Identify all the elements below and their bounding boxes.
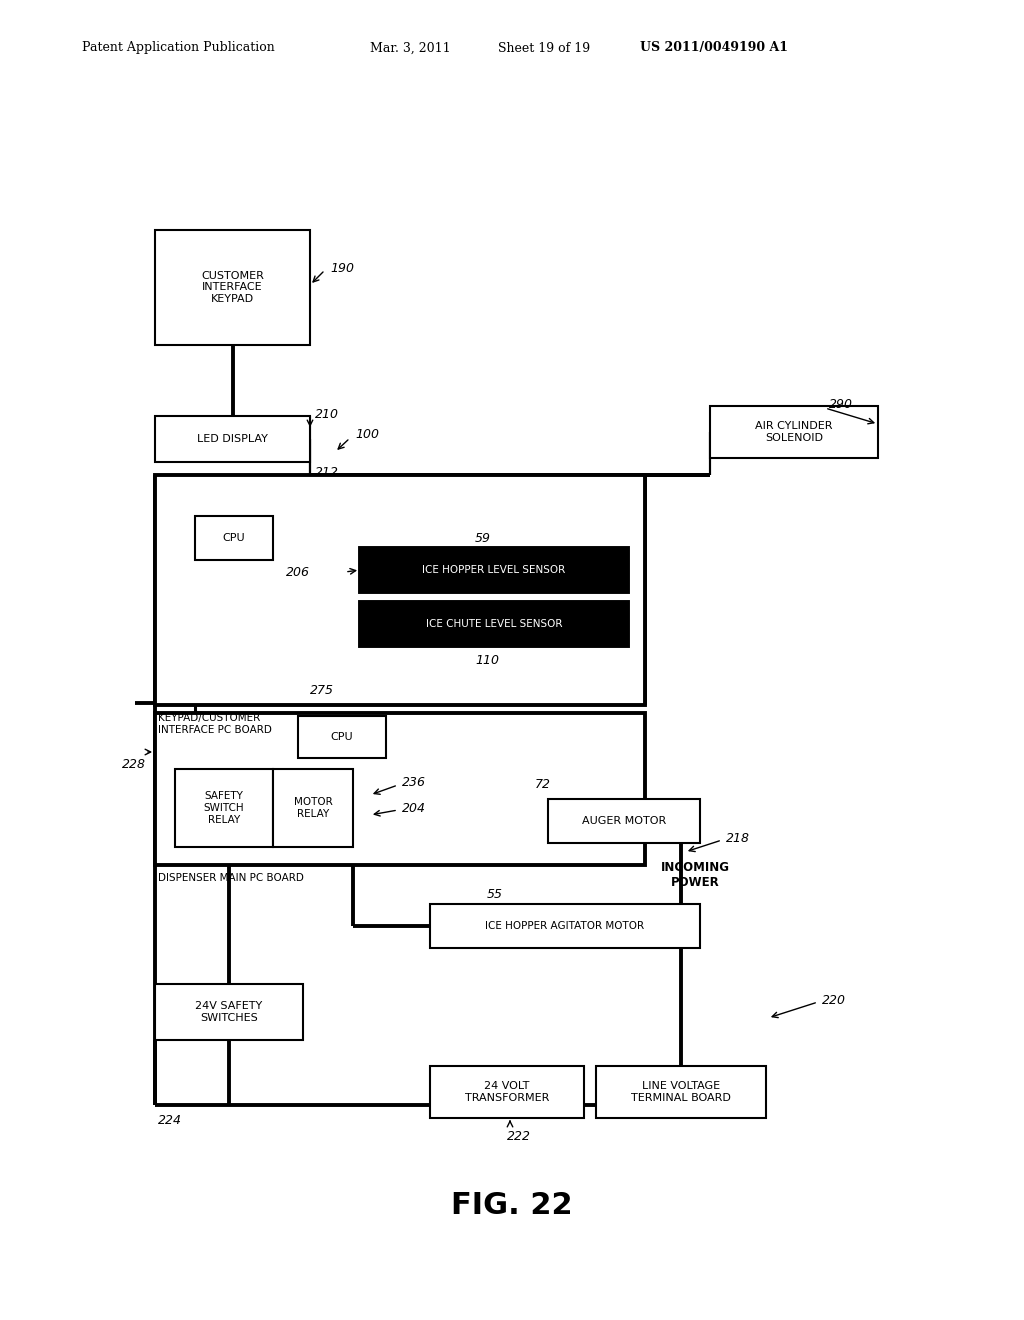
Bar — [155, 416, 310, 462]
Bar — [430, 904, 700, 948]
Text: CUSTOMER
INTERFACE
KEYPAD: CUSTOMER INTERFACE KEYPAD — [201, 271, 264, 304]
Text: 59: 59 — [475, 532, 490, 544]
Bar — [360, 602, 628, 645]
Text: 55: 55 — [487, 888, 503, 902]
Bar — [298, 715, 386, 758]
Text: 206: 206 — [286, 565, 310, 578]
Text: 24 VOLT
TRANSFORMER: 24 VOLT TRANSFORMER — [465, 1081, 549, 1102]
Text: CPU: CPU — [331, 733, 353, 742]
Text: 110: 110 — [475, 653, 499, 667]
Bar — [273, 770, 353, 847]
Text: 224: 224 — [158, 1114, 182, 1126]
Text: 210: 210 — [315, 408, 339, 421]
Text: ICE CHUTE LEVEL SENSOR: ICE CHUTE LEVEL SENSOR — [426, 619, 562, 630]
Text: Patent Application Publication: Patent Application Publication — [82, 41, 274, 54]
Text: 100: 100 — [355, 429, 379, 441]
Bar — [548, 799, 700, 843]
Text: ICE HOPPER AGITATOR MOTOR: ICE HOPPER AGITATOR MOTOR — [485, 921, 644, 931]
Text: FIG. 22: FIG. 22 — [452, 1191, 572, 1220]
Bar — [155, 230, 310, 345]
Text: 204: 204 — [402, 801, 426, 814]
Text: 220: 220 — [822, 994, 846, 1006]
Text: 275: 275 — [310, 684, 334, 697]
Text: LINE VOLTAGE
TERMINAL BOARD: LINE VOLTAGE TERMINAL BOARD — [631, 1081, 731, 1102]
Text: 222: 222 — [507, 1130, 531, 1143]
Text: INCOMING
POWER: INCOMING POWER — [660, 861, 729, 888]
Text: 72: 72 — [535, 779, 551, 792]
Bar — [360, 548, 628, 591]
Text: 218: 218 — [726, 832, 750, 845]
Text: Mar. 3, 2011: Mar. 3, 2011 — [370, 41, 451, 54]
Text: MOTOR
RELAY: MOTOR RELAY — [294, 797, 333, 818]
Text: DISPENSER MAIN PC BOARD: DISPENSER MAIN PC BOARD — [158, 873, 304, 883]
Text: LED DISPLAY: LED DISPLAY — [197, 434, 268, 444]
Bar — [430, 1067, 584, 1118]
Bar — [195, 516, 273, 560]
Text: 290: 290 — [829, 399, 853, 412]
Text: 190: 190 — [330, 261, 354, 275]
Text: US 2011/0049190 A1: US 2011/0049190 A1 — [640, 41, 788, 54]
Text: KEYPAD/CUSTOMER
INTERFACE PC BOARD: KEYPAD/CUSTOMER INTERFACE PC BOARD — [158, 713, 272, 735]
Text: 236: 236 — [402, 776, 426, 789]
Text: AIR CYLINDER
SOLENOID: AIR CYLINDER SOLENOID — [756, 421, 833, 442]
Text: ICE HOPPER LEVEL SENSOR: ICE HOPPER LEVEL SENSOR — [422, 565, 565, 576]
Text: Sheet 19 of 19: Sheet 19 of 19 — [498, 41, 590, 54]
Text: CPU: CPU — [222, 533, 246, 543]
Bar — [596, 1067, 766, 1118]
Bar — [155, 713, 645, 865]
Text: 24V SAFETY
SWITCHES: 24V SAFETY SWITCHES — [196, 1001, 262, 1023]
Text: 228: 228 — [122, 759, 146, 771]
Bar — [710, 407, 878, 458]
Bar — [175, 770, 273, 847]
Text: AUGER MOTOR: AUGER MOTOR — [582, 816, 667, 826]
Text: SAFETY
SWITCH
RELAY: SAFETY SWITCH RELAY — [204, 792, 245, 825]
Bar — [155, 983, 303, 1040]
Text: 212: 212 — [315, 466, 339, 479]
Bar — [155, 475, 645, 705]
